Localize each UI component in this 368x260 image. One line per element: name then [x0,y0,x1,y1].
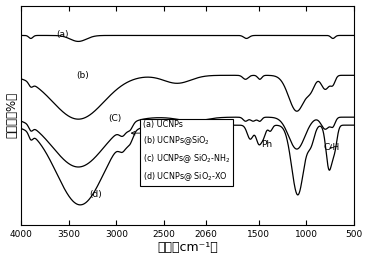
Text: (d): (d) [89,190,102,199]
Text: (b): (b) [77,71,89,80]
Y-axis label: 透光率（%）: 透光率（%） [6,92,18,138]
Text: C-H: C-H [323,142,340,152]
Text: (a) UCNPs
(b) UCNPs@SiO$_2$
(c) UCNPs@ SiO$_2$-NH$_2$
(d) UCNPs@ SiO$_2$-XO: (a) UCNPs (b) UCNPs@SiO$_2$ (c) UCNPs@ S… [143,120,230,183]
Text: C-H: C-H [131,129,163,138]
Text: (C): (C) [109,114,122,123]
X-axis label: 波长（cm⁻¹）: 波长（cm⁻¹） [157,242,218,255]
Text: Ph: Ph [261,140,272,148]
Text: (a): (a) [56,30,69,39]
